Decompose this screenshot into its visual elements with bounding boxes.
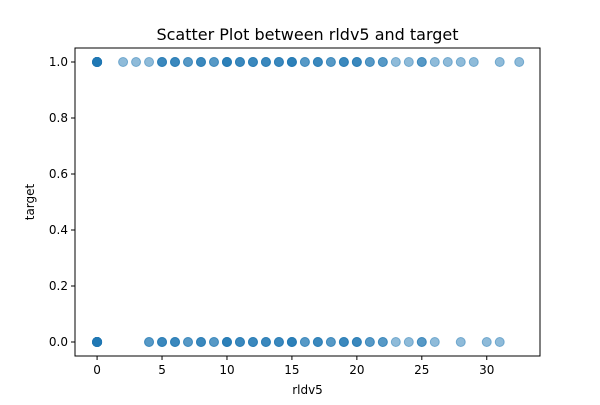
- data-point-s1-70: [429, 337, 440, 347]
- data-point-s1-50: [299, 337, 310, 347]
- data-point-s1-15: [144, 337, 155, 347]
- data-point-s1-53: [312, 337, 323, 347]
- data-point-s1-69: [416, 337, 427, 347]
- data-point-s0-43: [273, 57, 284, 67]
- data-point-s0-72: [468, 57, 479, 67]
- data-point-s0-13: [131, 57, 142, 67]
- data-point-s0-17: [157, 57, 168, 67]
- y-tick-label-0: 0.0: [49, 335, 68, 349]
- data-point-s0-62: [364, 57, 375, 67]
- data-point-s0-57: [338, 57, 349, 67]
- data-point-s1-35: [234, 337, 245, 347]
- data-point-s0-14: [144, 57, 155, 67]
- data-point-s1-63: [364, 337, 375, 347]
- y-axis-label: target: [23, 183, 37, 220]
- data-point-s0-37: [247, 57, 258, 67]
- data-point-s0-27: [208, 57, 219, 67]
- data-point-s0-70: [442, 57, 453, 67]
- data-point-s0-12: [118, 57, 129, 67]
- data-point-s0-60: [351, 57, 362, 67]
- data-point-s1-13: [92, 337, 103, 347]
- x-axis-ticks: 0 5 10 15 20 25 30: [93, 356, 494, 377]
- data-point-s0-73: [494, 57, 505, 67]
- data-point-s0-74: [514, 57, 525, 67]
- data-point-s1-48: [286, 337, 297, 347]
- data-point-s0-47: [286, 57, 297, 67]
- data-point-s0-54: [325, 57, 336, 67]
- data-point-s1-73: [494, 337, 505, 347]
- data-point-s1-71: [455, 337, 466, 347]
- y-tick-label-1: 0.2: [49, 279, 68, 293]
- plot-area: [74, 47, 541, 357]
- data-point-s0-69: [429, 57, 440, 67]
- data-point-s1-44: [273, 337, 284, 347]
- data-point-s1-61: [351, 337, 362, 347]
- chart-title: Scatter Plot between rldv5 and target: [156, 25, 458, 44]
- x-tick-label-0: 0: [93, 363, 101, 377]
- x-tick-label-6: 30: [479, 363, 494, 377]
- plot-frame: [74, 47, 541, 357]
- data-point-s0-66: [403, 57, 414, 67]
- data-point-s1-38: [247, 337, 258, 347]
- data-point-s0-40: [260, 57, 271, 67]
- data-point-s0-71: [455, 57, 466, 67]
- data-point-s0-52: [312, 57, 323, 67]
- data-point-s1-55: [325, 337, 336, 347]
- x-tick-label-4: 20: [349, 363, 364, 377]
- x-tick-label-5: 25: [414, 363, 429, 377]
- data-point-s0-49: [299, 57, 310, 67]
- y-tick-label-5: 1.0: [49, 55, 68, 69]
- data-point-s0-20: [170, 57, 181, 67]
- data-point-s0-25: [195, 57, 206, 67]
- data-point-s0-64: [377, 57, 388, 67]
- y-tick-label-3: 0.6: [49, 167, 68, 181]
- scatter-points: [92, 57, 525, 347]
- data-point-s1-67: [403, 337, 414, 347]
- data-point-s0-68: [416, 57, 427, 67]
- data-point-s1-28: [208, 337, 219, 347]
- x-axis-label: rldv5: [292, 383, 323, 397]
- data-point-s1-66: [390, 337, 401, 347]
- data-point-s1-58: [338, 337, 349, 347]
- data-point-s0-11: [92, 57, 103, 67]
- y-tick-label-4: 0.8: [49, 111, 68, 125]
- data-point-s1-65: [377, 337, 388, 347]
- data-point-s0-31: [221, 57, 232, 67]
- data-point-s1-32: [221, 337, 232, 347]
- x-tick-label-1: 5: [158, 363, 166, 377]
- data-point-s0-65: [390, 57, 401, 67]
- x-tick-label-2: 10: [219, 363, 234, 377]
- data-point-s0-22: [183, 57, 193, 67]
- x-tick-label-3: 15: [284, 363, 299, 377]
- data-point-s1-23: [183, 337, 193, 347]
- y-axis-ticks: 0.0 0.2 0.4 0.6 0.8 1.0: [49, 55, 75, 349]
- y-tick-label-2: 0.4: [49, 223, 68, 237]
- data-point-s1-72: [481, 337, 492, 347]
- data-point-s1-26: [195, 337, 206, 347]
- data-point-s1-21: [170, 337, 181, 347]
- data-point-s1-18: [157, 337, 168, 347]
- data-point-s1-41: [260, 337, 271, 347]
- data-point-s0-34: [234, 57, 245, 67]
